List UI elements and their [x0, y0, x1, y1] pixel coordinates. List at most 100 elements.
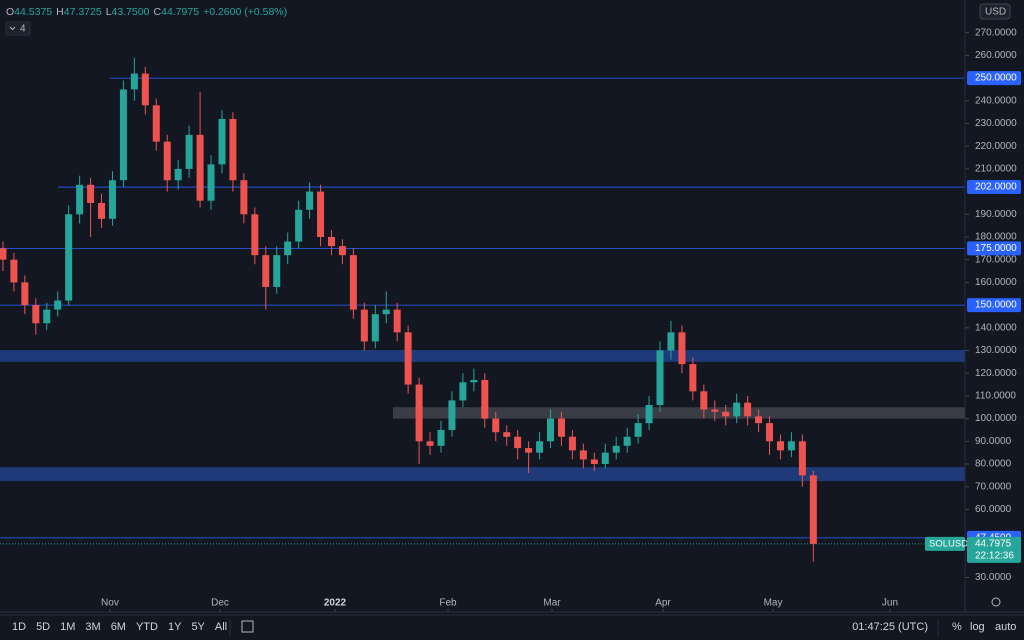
candle-body	[174, 168, 182, 181]
candle-body	[141, 73, 149, 106]
candle-body	[382, 309, 390, 315]
y-tick-label: 120.0000	[975, 368, 1017, 379]
scale-option[interactable]: %	[952, 621, 962, 633]
candle-body	[645, 404, 653, 424]
candle-body	[98, 202, 106, 219]
candle-body	[360, 309, 368, 342]
header-label: L	[106, 6, 112, 18]
candle-body	[349, 255, 357, 310]
candle-body	[798, 441, 806, 476]
candle-body	[76, 184, 84, 215]
range-button[interactable]: YTD	[136, 621, 158, 633]
candle-body	[503, 432, 511, 437]
level-label-box	[967, 241, 1021, 256]
candle-body	[700, 391, 708, 410]
last-price-label: 44.7975	[975, 539, 1012, 550]
candle-body	[295, 209, 303, 242]
candle-body	[722, 411, 730, 417]
range-button[interactable]: 1Y	[168, 621, 182, 633]
indicator-count: 4	[20, 24, 26, 35]
x-tick-label: 2022	[324, 598, 347, 609]
candle-body	[10, 259, 18, 283]
candle-body	[130, 73, 138, 90]
candle-body	[809, 475, 817, 544]
candle-body	[481, 380, 489, 419]
y-tick-label: 240.0000	[975, 95, 1017, 106]
candle-body	[590, 459, 598, 464]
candle-body	[514, 436, 522, 449]
candle-body	[601, 452, 609, 464]
candle-body	[623, 436, 631, 446]
candle-body	[733, 402, 741, 417]
candle-body	[262, 255, 270, 287]
x-tick-label: Dec	[211, 598, 229, 609]
scale-option[interactable]: auto	[995, 621, 1016, 633]
candle-body	[284, 241, 292, 256]
candle-body	[0, 248, 7, 260]
candle-body	[21, 282, 29, 306]
candle-body	[119, 89, 127, 181]
range-button[interactable]: 5Y	[191, 621, 205, 633]
header-label: C	[154, 6, 162, 18]
candle-body	[459, 382, 467, 401]
date-range-icon[interactable]	[241, 620, 254, 633]
level-label-box	[967, 180, 1021, 195]
candle-body	[306, 191, 314, 210]
level-label-box	[967, 298, 1021, 313]
y-tick-label: 140.0000	[975, 322, 1017, 333]
candle-body	[448, 400, 456, 430]
settings-icon[interactable]	[991, 597, 1001, 607]
range-button[interactable]: 5D	[36, 621, 50, 633]
y-tick-label: 220.0000	[975, 141, 1017, 152]
candle-body	[557, 418, 565, 437]
candle-body	[755, 416, 763, 424]
candle-body	[327, 236, 335, 247]
y-tick-label: 70.0000	[975, 481, 1012, 492]
x-tick-label: Nov	[101, 598, 119, 609]
candle-body	[711, 409, 719, 412]
header-label: H	[56, 6, 64, 18]
symbol-label: SOLUSD	[929, 538, 968, 549]
y-tick-label: 260.0000	[975, 50, 1017, 61]
zones	[0, 350, 965, 482]
x-tick-label: May	[764, 598, 783, 609]
y-tick-label: 210.0000	[975, 164, 1017, 175]
labels: 30.0000 60.0000 70.0000 80.0000 90.0000 100.0…	[12, 27, 1021, 633]
candle-body	[251, 214, 259, 256]
candle-body	[656, 350, 664, 405]
level-label: 150.0000	[975, 300, 1017, 311]
header-label: O	[6, 6, 14, 18]
candle-body	[152, 105, 160, 142]
chevron-icon	[9, 26, 16, 31]
candle-body	[766, 423, 774, 442]
level-label-box	[967, 71, 1021, 86]
candle-body	[787, 441, 795, 451]
candle-body	[317, 191, 325, 237]
currency-button[interactable]	[979, 3, 1011, 20]
range-button[interactable]: 3M	[85, 621, 100, 633]
range-button[interactable]: 1D	[12, 621, 26, 633]
scale-option[interactable]: log	[970, 621, 985, 633]
candle-body	[240, 180, 248, 215]
candle-body	[525, 448, 533, 453]
range-button[interactable]: 6M	[111, 621, 126, 633]
level-label: 175.0000	[975, 243, 1017, 254]
clock: 01:47:25 (UTC)	[852, 621, 928, 633]
candle-body	[185, 134, 193, 169]
y-tick-label: 190.0000	[975, 209, 1017, 220]
header-value: 44.5375	[14, 6, 52, 18]
range-button[interactable]: All	[215, 621, 227, 633]
candle-body	[634, 423, 642, 437]
y-tick-label: 180.0000	[975, 232, 1017, 243]
candle-body	[273, 255, 281, 287]
candle-body	[54, 300, 62, 310]
range-button[interactable]: 1M	[60, 621, 75, 633]
indicator-toggle[interactable]	[5, 21, 31, 36]
y-tick-label: 270.0000	[975, 27, 1017, 38]
candle-body	[492, 418, 500, 433]
y-tick-label: 80.0000	[975, 459, 1012, 470]
candle-body	[678, 332, 686, 365]
y-tick-label: 30.0000	[975, 572, 1012, 583]
zone	[0, 350, 965, 362]
